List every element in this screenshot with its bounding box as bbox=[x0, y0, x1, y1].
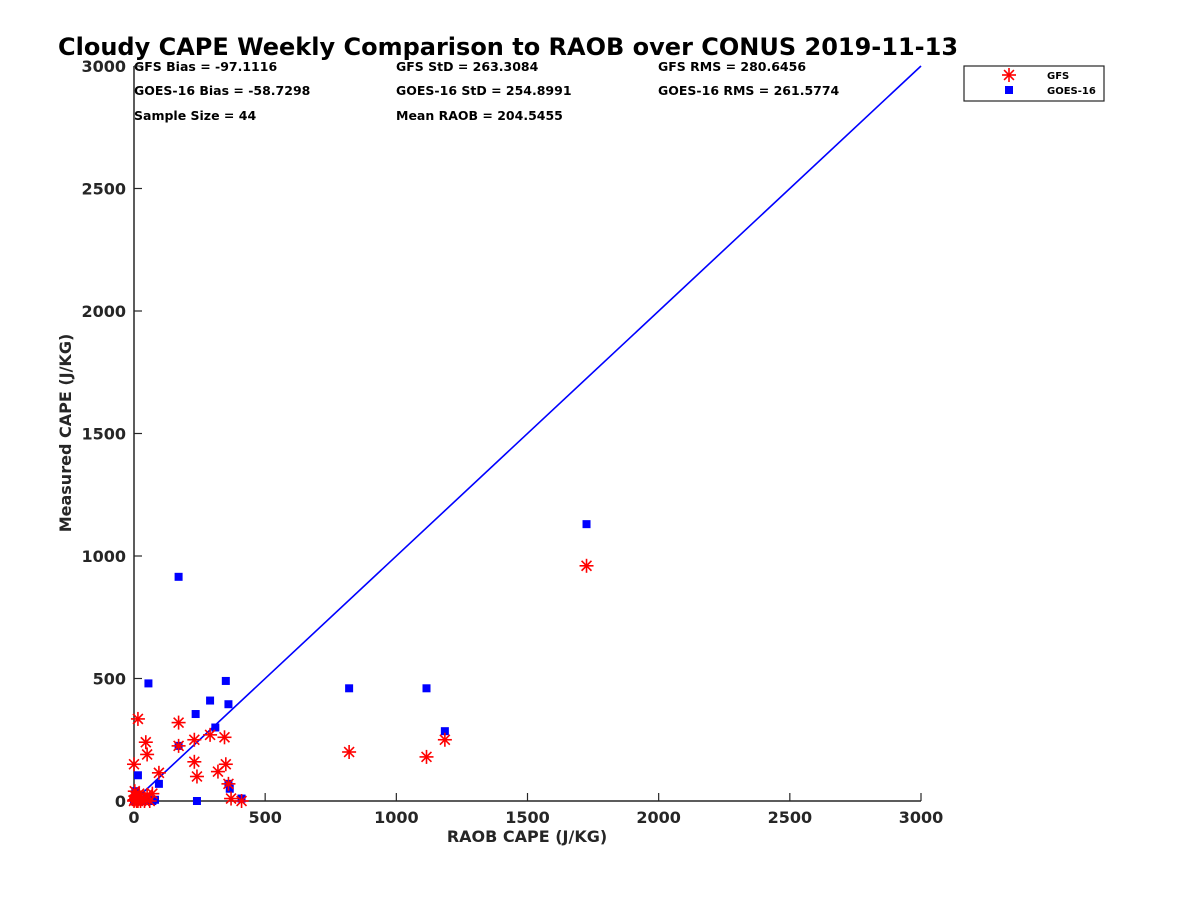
legend-goes16-label: GOES-16 bbox=[1047, 86, 1096, 97]
legend-goes16-marker bbox=[1005, 86, 1013, 94]
gfs-point bbox=[579, 558, 594, 573]
goes16-point bbox=[133, 771, 142, 780]
goes16-point bbox=[174, 572, 183, 581]
legend-box bbox=[963, 65, 1105, 102]
stat-goes16-bias: GOES-16 Bias = -58.7298 bbox=[134, 83, 310, 98]
y-axis-label: Measured CAPE (J/KG) bbox=[56, 334, 75, 533]
x-tick-label: 2500 bbox=[768, 808, 813, 827]
gfs-point bbox=[171, 715, 186, 730]
gfs-point bbox=[187, 732, 202, 747]
legend-gfs-label: GFS bbox=[1047, 71, 1069, 82]
legend-gfs-marker bbox=[1002, 68, 1016, 82]
stat-goes16-std: GOES-16 StD = 254.8991 bbox=[396, 83, 572, 98]
x-tick-label: 1000 bbox=[374, 808, 419, 827]
legend-gfs-asterisk bbox=[1002, 68, 1016, 82]
gfs-point bbox=[151, 765, 166, 780]
y-tick-label: 1500 bbox=[81, 425, 126, 444]
gfs-point bbox=[127, 757, 141, 772]
stat-gfs-rms: GFS RMS = 280.6456 bbox=[658, 59, 806, 74]
x-tick-label: 1500 bbox=[505, 808, 550, 827]
goes16-point bbox=[225, 784, 234, 793]
y-tick-label: 2000 bbox=[81, 302, 126, 321]
gfs-point bbox=[210, 764, 225, 779]
goes16-point bbox=[345, 684, 354, 693]
gfs-point bbox=[221, 776, 236, 791]
y-ticks: 0 500 1000 1500 2000 2500 3000 bbox=[81, 57, 142, 811]
gfs-point bbox=[171, 738, 186, 753]
x-tick-label: 0 bbox=[128, 808, 139, 827]
goes16-point bbox=[191, 710, 200, 719]
goes16-point bbox=[154, 779, 163, 788]
gfs-point bbox=[187, 754, 202, 769]
y-tick-label: 500 bbox=[93, 670, 126, 689]
gfs-point bbox=[437, 732, 452, 747]
stat-gfs-std: GFS StD = 263.3084 bbox=[396, 59, 539, 74]
stat-goes16-rms: GOES-16 RMS = 261.5774 bbox=[658, 83, 840, 98]
goes16-point bbox=[192, 797, 201, 805]
gfs-point bbox=[145, 786, 160, 801]
stat-sample-size: Sample Size = 44 bbox=[134, 108, 256, 123]
gfs-point bbox=[419, 749, 434, 764]
x-tick-label: 3000 bbox=[899, 808, 944, 827]
gfs-point bbox=[189, 769, 204, 784]
gfs-point bbox=[138, 735, 153, 750]
stat-gfs-bias: GFS Bias = -97.1116 bbox=[134, 59, 277, 74]
y-tick-label: 3000 bbox=[81, 57, 126, 76]
data-points bbox=[127, 520, 594, 808]
goes16-point bbox=[221, 676, 230, 685]
y-tick-label: 1000 bbox=[81, 547, 126, 566]
goes16-point bbox=[224, 700, 233, 709]
chart-title: Cloudy CAPE Weekly Comparison to RAOB ov… bbox=[58, 33, 958, 61]
gfs-point bbox=[342, 745, 357, 759]
x-ticks: 0 500 1000 1500 2000 2500 3000 bbox=[128, 793, 943, 827]
gfs-point bbox=[234, 794, 249, 808]
legend: GFS GOES-16 bbox=[963, 65, 1105, 102]
gfs-point bbox=[224, 791, 239, 806]
statistics: GFS Bias = -97.1116 GFS StD = 263.3084 G… bbox=[134, 59, 840, 123]
x-axis-label: RAOB CAPE (J/KG) bbox=[447, 827, 607, 846]
gfs-point bbox=[217, 730, 232, 745]
stat-mean-raob: Mean RAOB = 204.5455 bbox=[396, 108, 563, 123]
goes16-point bbox=[211, 723, 220, 732]
y-tick-label: 2500 bbox=[81, 180, 126, 199]
x-tick-label: 2000 bbox=[636, 808, 681, 827]
goes16-point bbox=[422, 684, 431, 693]
x-tick-label: 500 bbox=[248, 808, 281, 827]
goes16-point bbox=[582, 520, 591, 529]
y-tick-label: 0 bbox=[115, 792, 126, 811]
gfs-point bbox=[203, 727, 218, 742]
goes16-point bbox=[150, 795, 159, 804]
goes16-point bbox=[144, 679, 153, 688]
gfs-point bbox=[218, 757, 233, 772]
goes16-point bbox=[206, 696, 215, 705]
goes16-point bbox=[440, 727, 449, 736]
gfs-point bbox=[130, 711, 145, 726]
one-to-one-line bbox=[133, 65, 922, 802]
gfs-point bbox=[140, 747, 155, 762]
